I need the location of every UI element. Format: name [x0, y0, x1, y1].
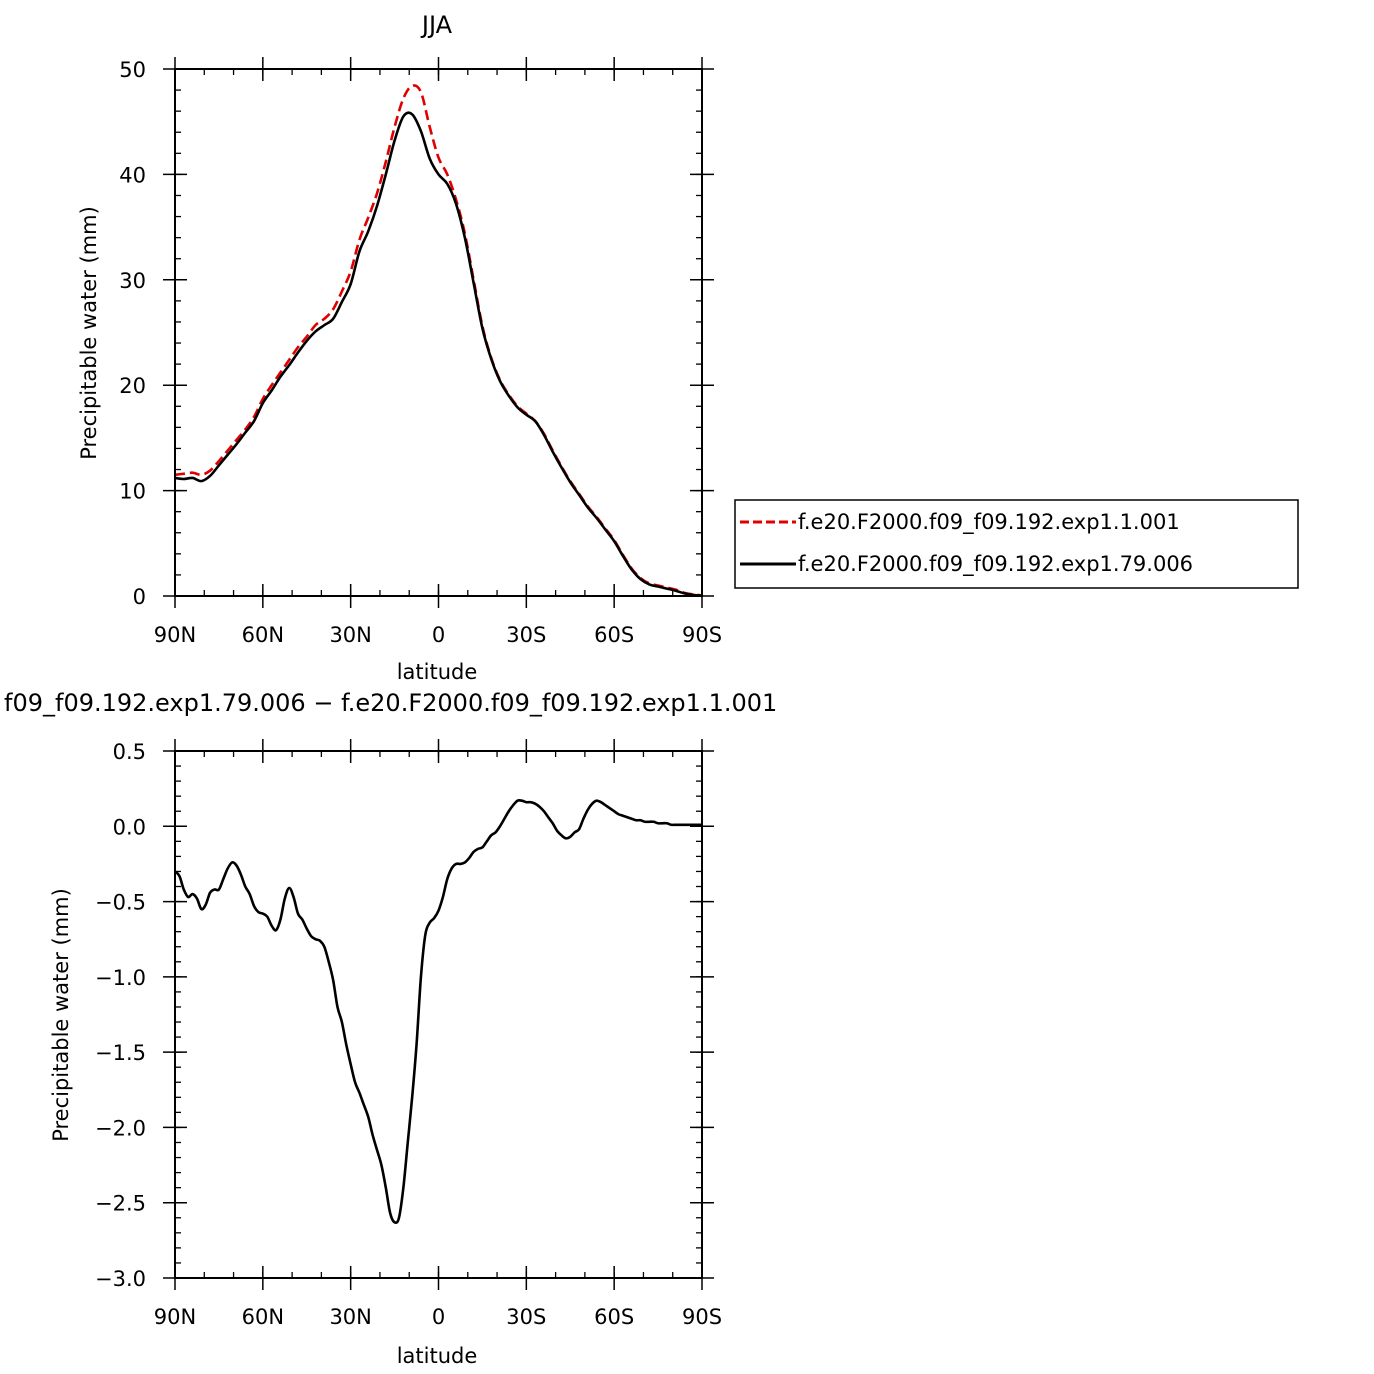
top-y-tick-label: 10 — [119, 480, 146, 504]
bottom-y-tick-label: 0.5 — [113, 740, 146, 764]
bottom-y-tick-label: −2.0 — [95, 1116, 146, 1140]
top-y-tick-label: 20 — [119, 374, 146, 398]
bottom-x-tick-label: 60S — [594, 1305, 634, 1329]
top-x-tick-label: 0 — [432, 623, 445, 647]
bottom-x-tick-label: 90S — [682, 1305, 722, 1329]
bottom-y-tick-label: 0.0 — [113, 815, 146, 839]
bottom-y-tick-label: −1.5 — [95, 1041, 146, 1065]
top-plot-frame — [174, 68, 703, 597]
top-x-tick-label: 30S — [506, 623, 546, 647]
top-chart-title: JJA — [420, 11, 453, 39]
top-series-line-1 — [174, 84, 703, 597]
bottom-x-tick-label: 30S — [506, 1305, 546, 1329]
top-y-axis-label: Precipitable water (mm) — [77, 206, 101, 460]
bottom-y-tick-label: −1.0 — [95, 966, 146, 990]
bottom-y-axis-label: Precipitable water (mm) — [49, 888, 73, 1142]
bottom-y-tick-label: −2.5 — [95, 1192, 146, 1216]
top-y-tick-label: 30 — [119, 269, 146, 293]
top-x-tick-label: 90N — [154, 623, 196, 647]
bottom-panel: f09_f09.192.exp1.79.006 − f.e20.F2000.f0… — [4, 689, 777, 1368]
bottom-x-axis-label: latitude — [397, 1344, 478, 1368]
top-x-axis-label: latitude — [397, 660, 478, 684]
top-x-tick-label: 30N — [329, 623, 371, 647]
top-panel: JJA 90N 60N 30N 0 30S 60S 90S 0 10 20 30 40 50 latit… — [77, 11, 722, 684]
top-x-tick-label: 60S — [594, 623, 634, 647]
legend-label-series-2: f.e20.F2000.f09_f09.192.exp1.79.006 — [798, 552, 1193, 577]
bottom-x-tick-label: 60N — [242, 1305, 284, 1329]
bottom-x-tick-label: 0 — [432, 1305, 445, 1329]
bottom-x-tick-label: 30N — [329, 1305, 371, 1329]
top-series-line-2 — [174, 111, 703, 598]
top-x-tick-label: 90S — [682, 623, 722, 647]
top-y-tick-label: 40 — [119, 163, 146, 187]
legend-box — [734, 499, 1299, 589]
legend-label-series-1: f.e20.F2000.f09_f09.192.exp1.1.001 — [798, 510, 1180, 535]
legend: f.e20.F2000.f09_f09.192.exp1.1.001 f.e20… — [734, 499, 1299, 589]
top-y-tick-label: 0 — [133, 585, 146, 609]
bottom-x-tick-label: 90N — [154, 1305, 196, 1329]
bottom-y-tick-label: −3.0 — [95, 1267, 146, 1291]
top-x-tick-label: 60N — [242, 623, 284, 647]
bottom-chart-title: f09_f09.192.exp1.79.006 − f.e20.F2000.f0… — [4, 689, 777, 717]
bottom-series-line-1 — [174, 798, 702, 1225]
bottom-plot-frame — [174, 750, 703, 1279]
top-y-tick-label: 50 — [119, 58, 146, 82]
bottom-y-tick-label: −0.5 — [95, 891, 146, 915]
